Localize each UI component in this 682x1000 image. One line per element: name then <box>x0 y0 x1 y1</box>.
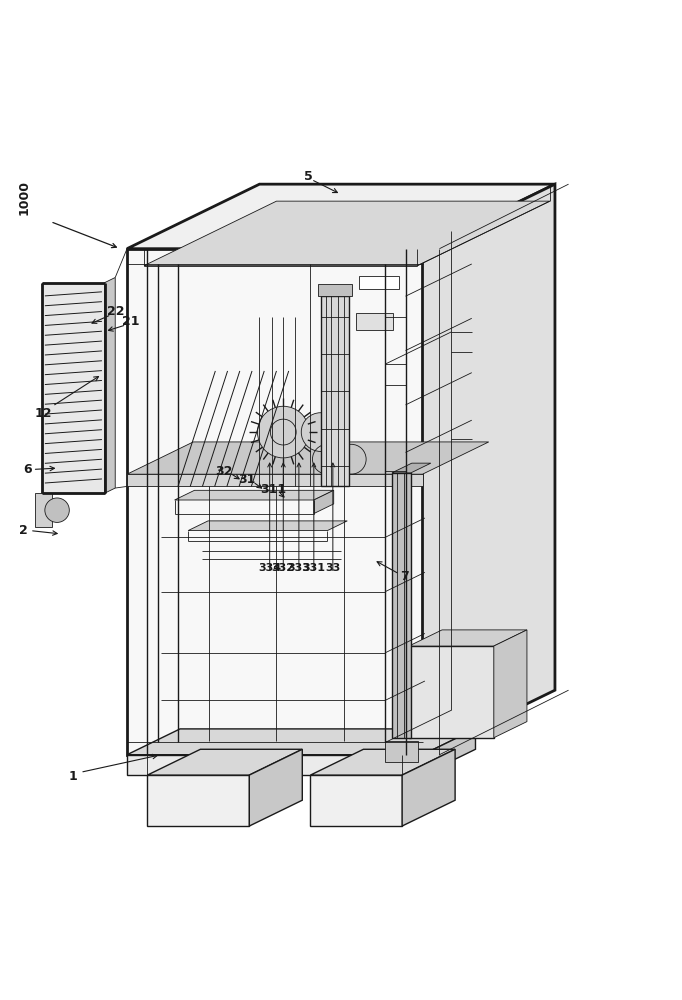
Polygon shape <box>127 442 489 474</box>
Polygon shape <box>127 729 475 755</box>
Polygon shape <box>127 755 423 775</box>
Bar <box>385 741 418 762</box>
Circle shape <box>45 498 70 522</box>
Polygon shape <box>104 277 115 493</box>
Text: 12: 12 <box>35 407 53 420</box>
Polygon shape <box>144 201 550 266</box>
Polygon shape <box>127 249 423 755</box>
Text: 311: 311 <box>260 483 286 496</box>
Text: 1000: 1000 <box>17 180 30 215</box>
Text: 33: 33 <box>325 563 340 573</box>
Polygon shape <box>392 473 411 738</box>
Polygon shape <box>321 296 349 486</box>
Polygon shape <box>188 521 347 531</box>
Polygon shape <box>494 630 527 738</box>
Text: 332: 332 <box>271 563 295 573</box>
Bar <box>35 493 53 527</box>
Polygon shape <box>423 184 555 755</box>
Polygon shape <box>310 775 402 826</box>
Text: 7: 7 <box>400 570 409 583</box>
Polygon shape <box>314 490 333 514</box>
Polygon shape <box>423 729 475 775</box>
Bar <box>359 276 399 289</box>
Circle shape <box>258 406 309 458</box>
Text: 334: 334 <box>258 563 281 573</box>
Polygon shape <box>402 749 455 826</box>
Text: 21: 21 <box>121 315 139 328</box>
Polygon shape <box>147 775 250 826</box>
Polygon shape <box>250 749 302 826</box>
Text: 31: 31 <box>239 473 256 486</box>
Circle shape <box>301 413 340 451</box>
Text: 2: 2 <box>19 524 28 537</box>
Text: 6: 6 <box>23 463 31 476</box>
Polygon shape <box>310 749 455 775</box>
Text: 32: 32 <box>216 465 233 478</box>
Bar <box>318 284 352 296</box>
Bar <box>356 313 394 330</box>
Text: 1: 1 <box>68 770 77 783</box>
Text: 5: 5 <box>304 170 313 183</box>
Polygon shape <box>409 646 494 738</box>
Polygon shape <box>392 463 431 473</box>
Polygon shape <box>147 749 302 775</box>
Polygon shape <box>409 630 527 646</box>
Polygon shape <box>175 490 333 500</box>
Text: 333: 333 <box>287 563 310 573</box>
Polygon shape <box>127 474 423 486</box>
Polygon shape <box>42 283 104 493</box>
Text: 331: 331 <box>302 563 325 573</box>
Text: 22: 22 <box>107 305 124 318</box>
Polygon shape <box>127 184 555 249</box>
